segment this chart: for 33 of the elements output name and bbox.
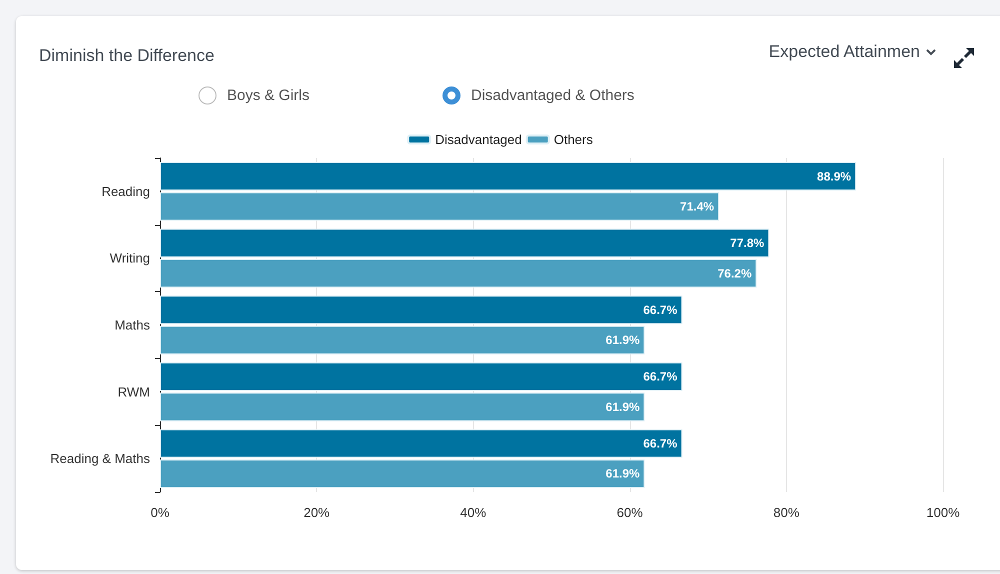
x-tick-label: 20% bbox=[304, 505, 330, 520]
y-tick-label: Writing bbox=[110, 250, 150, 266]
x-tick-label: 100% bbox=[926, 505, 960, 520]
data-label: 88.9% bbox=[817, 169, 852, 184]
x-tick-label: 80% bbox=[773, 505, 800, 520]
data-label: 71.4% bbox=[680, 200, 714, 214]
data-label: 76.2% bbox=[718, 266, 752, 280]
data-label: 66.7% bbox=[643, 436, 678, 450]
y-tick-label: RWM bbox=[118, 384, 150, 400]
legend-label: Disadvantaged bbox=[435, 132, 522, 147]
bar bbox=[160, 429, 682, 458]
data-label: 61.9% bbox=[606, 400, 640, 414]
x-tick-label: 40% bbox=[460, 505, 487, 520]
bar bbox=[160, 162, 856, 191]
legend-label: Others bbox=[554, 132, 594, 147]
text: Boys & Girls bbox=[227, 87, 310, 104]
data-label: 66.7% bbox=[643, 370, 678, 384]
x-tick-label: 60% bbox=[616, 505, 644, 520]
bar bbox=[160, 326, 645, 354]
data-label: 61.9% bbox=[606, 466, 640, 481]
chart-title: Diminish the Difference bbox=[39, 46, 214, 65]
bar bbox=[160, 296, 682, 324]
text: Disadvantaged & Others bbox=[471, 87, 634, 104]
data-label: 66.7% bbox=[643, 302, 678, 317]
y-tick-label: Maths bbox=[114, 318, 150, 332]
bar bbox=[160, 192, 720, 221]
bar bbox=[160, 459, 645, 488]
x-tick-label: 0% bbox=[150, 505, 170, 520]
text: Expected Attainmen bbox=[768, 42, 920, 62]
data-label: 61.9% bbox=[606, 333, 640, 348]
y-tick-label: Reading & Maths bbox=[50, 451, 150, 466]
data-label: 77.8% bbox=[730, 236, 764, 250]
y-tick-label: Reading bbox=[102, 184, 150, 199]
